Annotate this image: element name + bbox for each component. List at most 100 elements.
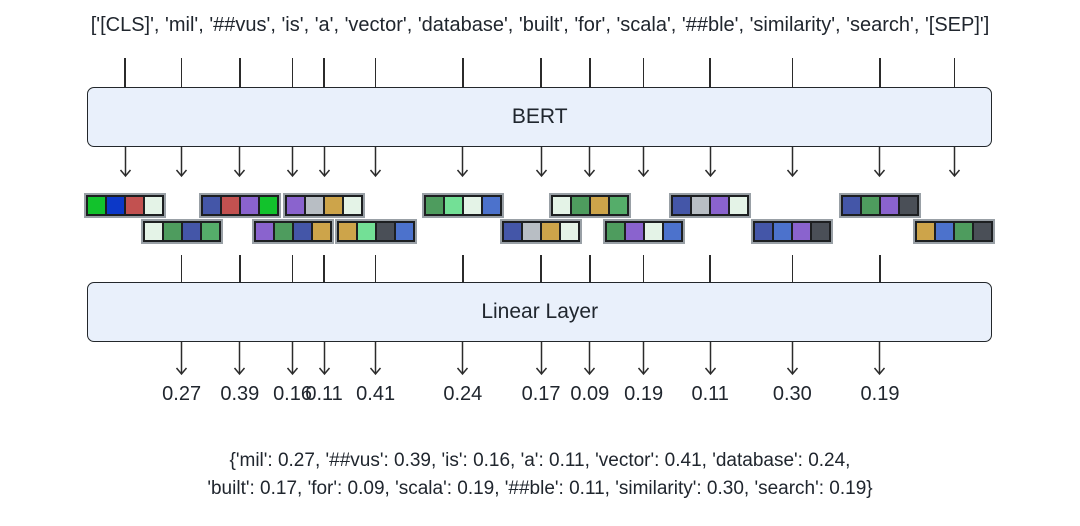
bert-output-arrow: [286, 147, 299, 178]
vector-square: [480, 195, 502, 216]
vector-square: [550, 195, 572, 216]
vector-square: [291, 221, 313, 242]
vector-square: [878, 195, 900, 216]
token-input-line: [291, 58, 294, 87]
vector-square: [219, 195, 241, 216]
token-separator: ,: [507, 14, 519, 36]
linear-input-line: [180, 255, 183, 282]
embedding-vector-search: [838, 193, 921, 218]
embedding-vector-[CLS]: [84, 193, 167, 218]
bert-output-arrow: [370, 147, 382, 178]
token-a: 'a': [314, 14, 334, 36]
token-built: 'built': [518, 14, 564, 36]
bert-output-arrow: [176, 147, 188, 178]
token-scala: 'scala': [616, 14, 671, 36]
token-separator: ,: [738, 14, 750, 36]
token-input-line: [791, 58, 794, 87]
embedding-vector-built: [500, 219, 583, 244]
linear-input-line: [791, 255, 794, 282]
weight-value: 0.19: [860, 383, 900, 405]
embedding-vector-similarity: [751, 219, 834, 244]
vector-square: [253, 221, 275, 242]
weight-arrow: [370, 342, 382, 376]
vector-square: [671, 195, 693, 216]
vector-square: [953, 221, 975, 242]
weight-arrow: [286, 342, 299, 376]
vector-square: [272, 221, 294, 242]
vector-square: [502, 221, 524, 242]
bert-output-arrow: [535, 147, 547, 178]
vector-square: [336, 221, 358, 242]
vector-square: [623, 221, 645, 242]
bert-output-arrow: [318, 147, 330, 178]
vector-square: [753, 221, 775, 242]
weight-value: 0.11: [305, 383, 343, 405]
token-search: 'search': [846, 14, 914, 36]
token-##ble: '##ble': [681, 14, 739, 36]
weight-value: 0.30: [772, 383, 812, 405]
embedding-vector-##ble: [669, 193, 752, 218]
vector-square: [124, 195, 146, 216]
vector-square: [897, 195, 919, 216]
vector-square: [810, 221, 832, 242]
weight-arrow: [584, 342, 596, 376]
bert-output-arrow: [584, 147, 596, 178]
linear-input-line: [642, 255, 645, 282]
bert-box: BERT: [87, 87, 993, 147]
vector-square: [393, 221, 415, 242]
token-input-line: [180, 58, 183, 87]
vector-square: [143, 195, 165, 216]
bert-output-arrow: [786, 147, 798, 178]
embedding-vector-mil: [140, 219, 223, 244]
vector-square: [355, 221, 377, 242]
token-[SEP]: '[SEP]': [924, 14, 984, 36]
weight-arrow: [786, 342, 798, 376]
embedding-vector-##vus: [198, 193, 281, 218]
token-vector: 'vector': [344, 14, 407, 36]
weight-value: 0.17: [521, 383, 561, 405]
weight-value: 0.19: [624, 383, 664, 405]
vector-square: [323, 195, 345, 216]
weight-arrow: [535, 342, 547, 376]
linear-input-line: [374, 255, 377, 282]
vector-square: [934, 221, 956, 242]
embedding-vector-vector: [334, 219, 417, 244]
token-separator: ,: [303, 14, 315, 36]
token-is: 'is': [281, 14, 304, 36]
output-dict-line1: {'mil': 0.27, '##vus': 0.39, 'is': 0.16,…: [229, 450, 851, 471]
linear-layer-label: Linear Layer: [481, 300, 599, 323]
weight-value: 0.41: [356, 383, 396, 405]
token-separator: ,: [913, 14, 925, 36]
vector-square: [569, 195, 591, 216]
weight-arrow: [457, 342, 469, 376]
weight-arrow: [874, 342, 886, 376]
linear-input-line: [709, 255, 711, 282]
token-separator: ,: [670, 14, 682, 36]
list-open-bracket: [: [90, 14, 97, 36]
weight-arrow: [234, 342, 246, 376]
vector-square: [423, 195, 445, 216]
output-dict: {'mil': 0.27, '##vus': 0.39, 'is': 0.16,…: [0, 447, 1080, 502]
token-similarity: 'similarity': [749, 14, 836, 36]
weight-value: 0.11: [691, 383, 729, 405]
vector-square: [180, 221, 202, 242]
weight-arrow: [318, 342, 330, 376]
token-input-line: [462, 58, 464, 87]
embedding-vector-database: [421, 193, 504, 218]
vector-square: [972, 221, 994, 242]
linear-input-line: [239, 255, 241, 282]
list-close-bracket: ]: [983, 14, 990, 36]
vector-square: [604, 221, 626, 242]
bert-output-arrow: [457, 147, 469, 178]
vector-square: [690, 195, 712, 216]
token-input-line: [879, 58, 881, 87]
token-input-line: [540, 58, 542, 87]
vector-square: [642, 221, 664, 242]
vector-square: [791, 221, 813, 242]
vector-square: [442, 195, 464, 216]
token-input-line: [239, 58, 241, 87]
vector-square: [521, 221, 543, 242]
linear-input-line: [323, 255, 325, 282]
vector-square: [728, 195, 750, 216]
token-separator: ,: [406, 14, 418, 36]
